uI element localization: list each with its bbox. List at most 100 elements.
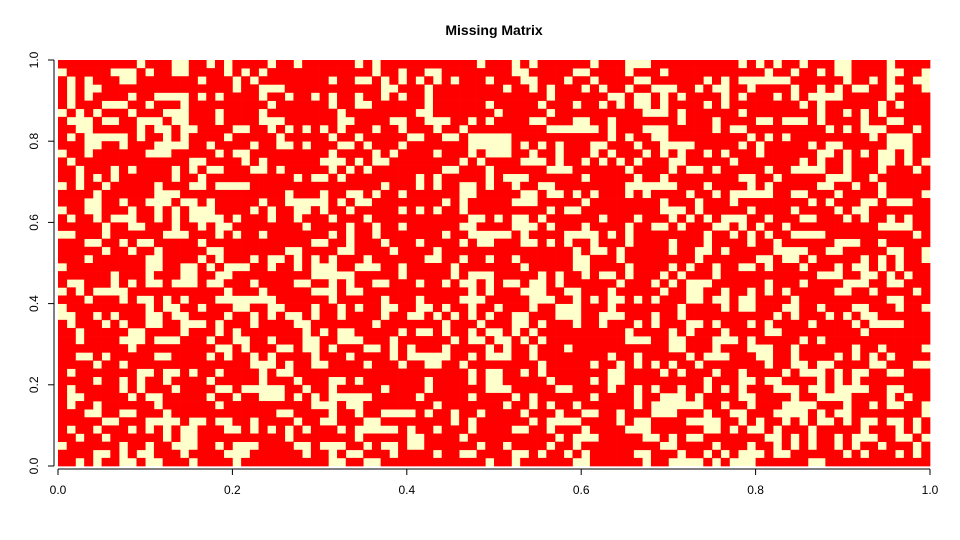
heatmap-cell xyxy=(790,76,800,85)
heatmap-cell xyxy=(624,433,634,442)
heatmap-cell xyxy=(136,165,146,175)
heatmap-cell xyxy=(432,344,443,353)
heatmap-cell xyxy=(467,433,477,442)
heatmap-cell xyxy=(860,360,870,369)
heatmap-cell xyxy=(432,303,443,313)
heatmap-cell xyxy=(799,271,809,280)
heatmap-cell xyxy=(145,189,155,199)
heatmap-cell xyxy=(816,173,826,183)
heatmap-cell xyxy=(223,279,233,288)
heatmap-cell xyxy=(764,92,774,101)
heatmap-cell xyxy=(650,238,661,248)
heatmap-cell xyxy=(119,303,129,313)
heatmap-cell xyxy=(328,238,338,248)
heatmap-cell xyxy=(363,189,373,199)
heatmap-cell xyxy=(276,214,286,223)
heatmap-cell xyxy=(633,206,643,215)
heatmap-cell xyxy=(345,254,355,264)
heatmap-cell xyxy=(921,449,931,459)
heatmap-cell xyxy=(241,425,251,434)
heatmap-cell xyxy=(616,441,626,451)
heatmap-cell xyxy=(650,141,661,150)
heatmap-cell xyxy=(66,417,76,426)
heatmap-cell xyxy=(84,279,94,288)
heatmap-cell xyxy=(668,60,678,69)
heatmap-cell xyxy=(650,457,661,467)
heatmap-cell xyxy=(502,311,512,321)
heatmap-cell xyxy=(424,368,434,378)
heatmap-cell xyxy=(912,206,922,215)
heatmap-cell xyxy=(328,198,338,207)
heatmap-cell xyxy=(790,149,800,158)
heatmap-cell xyxy=(868,92,879,101)
heatmap-cell xyxy=(842,457,852,467)
heatmap-cell xyxy=(171,449,181,459)
heatmap-cell xyxy=(790,287,800,296)
heatmap-cell xyxy=(171,344,181,353)
heatmap-cell xyxy=(528,449,538,459)
heatmap-cell xyxy=(764,84,774,93)
heatmap-cell xyxy=(232,401,242,410)
heatmap-cell xyxy=(232,165,242,175)
heatmap-cell xyxy=(258,425,268,434)
heatmap-cell xyxy=(92,68,102,77)
heatmap-cell xyxy=(921,279,931,288)
heatmap-cell xyxy=(214,84,225,93)
heatmap-cell xyxy=(755,376,765,386)
heatmap-cell xyxy=(712,76,722,85)
heatmap-cell xyxy=(624,116,634,126)
heatmap-cell xyxy=(214,60,225,69)
heatmap-cell xyxy=(459,303,469,313)
heatmap-cell xyxy=(572,327,582,337)
heatmap-cell xyxy=(110,92,120,101)
heatmap-cell xyxy=(241,206,251,215)
heatmap-cell xyxy=(842,189,852,199)
heatmap-cell xyxy=(738,336,748,345)
heatmap-cell xyxy=(58,133,68,142)
heatmap-cell xyxy=(110,263,120,272)
heatmap-cell xyxy=(807,246,817,256)
heatmap-cell xyxy=(319,352,329,361)
heatmap-cell xyxy=(476,263,486,272)
heatmap-cell xyxy=(302,352,312,361)
heatmap-cell xyxy=(328,181,338,191)
heatmap-cell xyxy=(188,376,198,386)
heatmap-cell xyxy=(511,441,521,451)
heatmap-cell xyxy=(267,344,277,353)
heatmap-cell xyxy=(363,116,373,126)
heatmap-cell xyxy=(328,173,338,183)
heatmap-cell xyxy=(389,100,399,110)
heatmap-cell xyxy=(511,295,521,304)
heatmap-cell xyxy=(790,198,800,207)
heatmap-cell xyxy=(284,263,294,272)
heatmap-cell xyxy=(84,100,94,110)
heatmap-cell xyxy=(371,173,381,183)
heatmap-cell xyxy=(912,100,922,110)
heatmap-cell xyxy=(110,360,120,369)
heatmap-cell xyxy=(546,271,556,280)
heatmap-cell xyxy=(563,60,573,69)
heatmap-cell xyxy=(703,263,713,272)
heatmap-cell xyxy=(450,214,460,223)
heatmap-cell xyxy=(171,409,181,418)
heatmap-cell xyxy=(650,68,661,77)
heatmap-cell xyxy=(206,425,216,434)
heatmap-cell xyxy=(441,311,451,321)
heatmap-cell xyxy=(903,287,913,296)
heatmap-cell xyxy=(607,457,617,467)
heatmap-cell xyxy=(868,295,879,304)
heatmap-cell xyxy=(511,271,521,280)
heatmap-cell xyxy=(668,425,678,434)
heatmap-cell xyxy=(912,368,922,378)
heatmap-cell xyxy=(563,92,573,101)
heatmap-cell xyxy=(650,189,661,199)
heatmap-cell xyxy=(284,157,294,166)
heatmap-cell xyxy=(441,417,451,426)
heatmap-cell xyxy=(834,254,844,264)
heatmap-cell xyxy=(694,352,704,361)
heatmap-cell xyxy=(127,303,137,313)
heatmap-cell xyxy=(764,392,774,402)
heatmap-cell xyxy=(371,441,381,451)
heatmap-cell xyxy=(860,181,870,191)
heatmap-cell xyxy=(276,181,286,191)
